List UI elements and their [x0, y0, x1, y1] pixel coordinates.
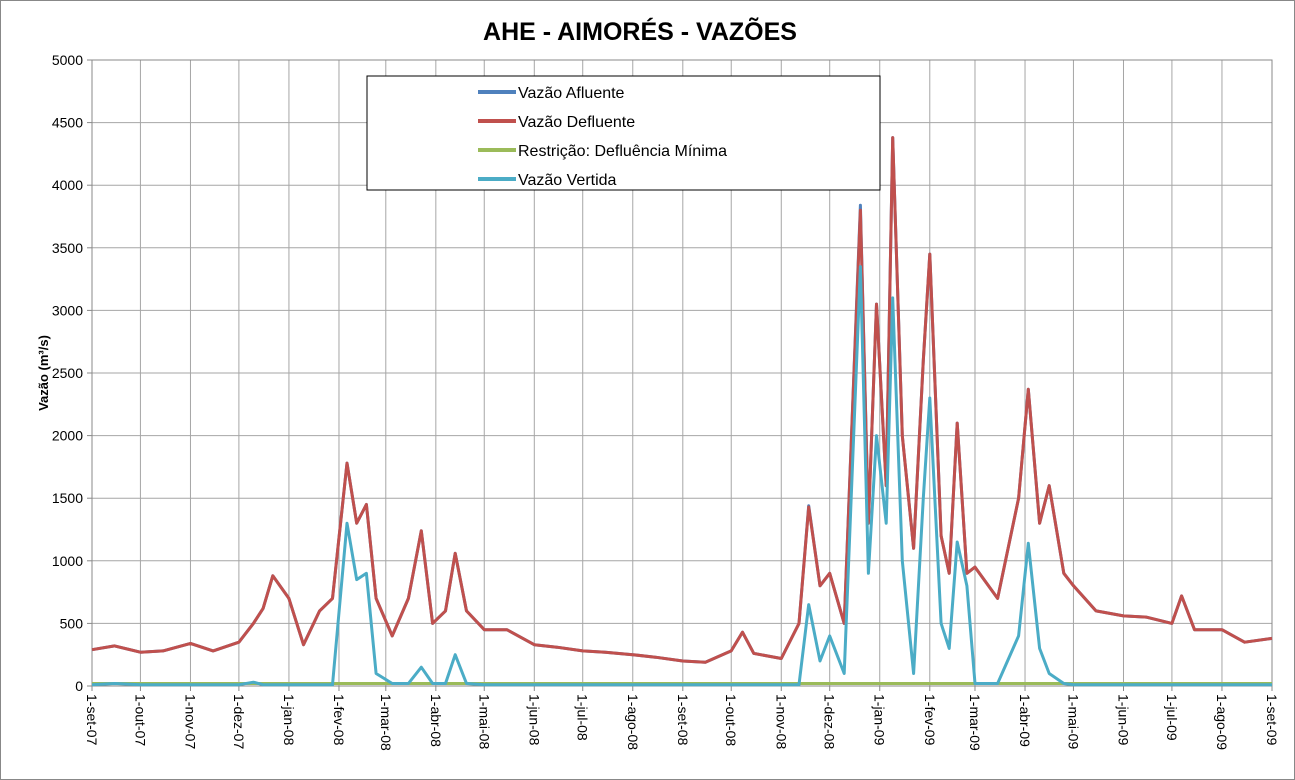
x-tick-label: 1-jun-09: [1115, 694, 1131, 746]
legend: Vazão Afluente Vazão Defluente Restrição: …: [366, 75, 881, 191]
x-tick-label: 1-jun-08: [526, 694, 542, 746]
legend-label: Restrição: Defluência Mínima: [518, 143, 727, 160]
y-tick-label: 0: [75, 678, 83, 694]
legend-label: Vazão Afluente: [518, 85, 625, 102]
plot: [91, 136, 1273, 687]
y-tick-label: 1000: [52, 553, 83, 569]
x-tick-label: 1-mar-09: [967, 694, 983, 751]
legend-box: [366, 75, 881, 191]
y-tick-label: 5000: [52, 52, 83, 68]
line-series: [91, 136, 1273, 664]
x-tick-label: 1-mai-09: [1065, 694, 1081, 749]
y-tick-label: 3000: [52, 302, 83, 318]
x-tick-label: 1-set-08: [675, 694, 691, 746]
x-tick-label: 1-jan-09: [872, 694, 888, 746]
x-tick-label: 1-fev-09: [922, 694, 938, 746]
x-tick-label: 1-abr-09: [1017, 694, 1033, 747]
x-tick-label: 1-out-07: [132, 694, 148, 746]
x-tick-label: 1-dez-07: [231, 694, 247, 749]
x-tick-label: 1-jul-09: [1164, 694, 1180, 741]
y-tick-label: 2000: [52, 428, 83, 444]
legend-label: Vazão Defluente: [518, 114, 635, 131]
line-series: [91, 265, 1272, 687]
y-tick-label: 1500: [52, 490, 83, 506]
y-axis-label: Vazão (m³/s): [36, 335, 51, 411]
y-tick-label: 3500: [52, 240, 83, 256]
x-tick-label: 1-out-08: [723, 694, 739, 746]
legend-label: Vazão Vertida: [518, 172, 617, 189]
x-tick-label: 1-mar-08: [378, 694, 394, 751]
y-tick-label: 4500: [52, 115, 83, 131]
x-tick-label: 1-abr-08: [428, 694, 444, 747]
x-tick-label: 1-set-07: [84, 694, 100, 746]
x-tick-label: 1-ago-08: [625, 694, 641, 750]
x-tick-label: 1-fev-08: [331, 694, 347, 746]
y-tick-label: 2500: [52, 365, 83, 381]
x-tick-label: 1-jan-08: [281, 694, 297, 746]
x-tick-label: 1-dez-08: [822, 694, 838, 749]
x-tick-label: 1-ago-09: [1214, 694, 1230, 750]
y-tick-label: 500: [60, 615, 84, 631]
x-tick-label: 1-nov-08: [773, 694, 789, 749]
y-tick-label: 4000: [52, 177, 83, 193]
x-tick-label: 1-set-09: [1264, 694, 1280, 746]
chart-title: AHE - AIMORÉS - VAZÕES: [483, 16, 797, 46]
x-tick-label: 1-mai-08: [476, 694, 492, 749]
x-tick-label: 1-nov-07: [182, 694, 198, 749]
x-tick-label: 1-jul-08: [575, 694, 591, 741]
